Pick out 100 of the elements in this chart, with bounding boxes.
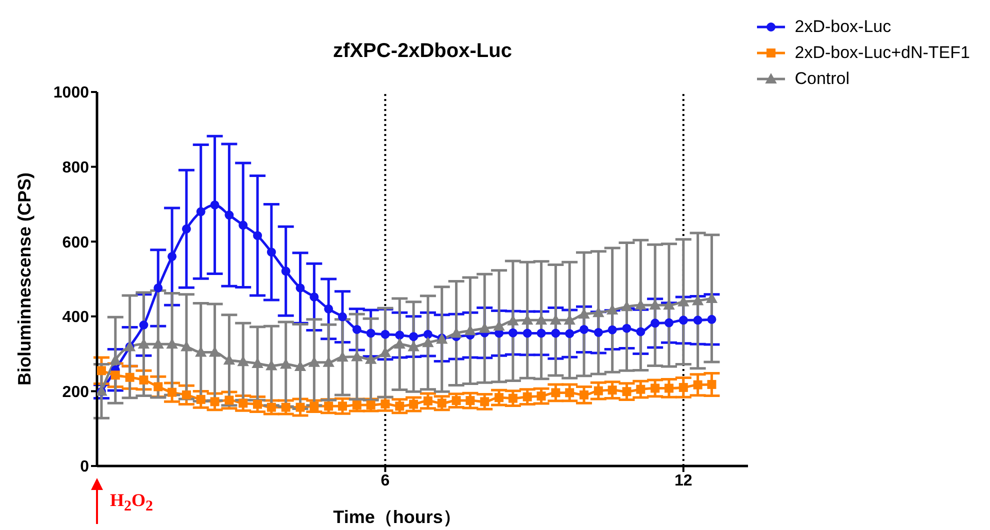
y-tick-label: 600 <box>62 234 90 252</box>
point <box>551 328 560 338</box>
point <box>592 307 604 318</box>
point <box>678 296 689 306</box>
point <box>650 300 661 310</box>
y-tick-label: 200 <box>62 384 90 401</box>
point <box>650 384 660 393</box>
point <box>580 390 589 400</box>
point <box>394 338 406 349</box>
point <box>678 382 688 392</box>
point <box>224 396 234 405</box>
point <box>466 396 475 406</box>
point <box>508 394 518 403</box>
point <box>125 372 134 382</box>
point <box>139 375 148 384</box>
point <box>238 356 249 366</box>
point <box>280 358 292 369</box>
point <box>166 338 178 349</box>
point <box>281 266 290 276</box>
x-tick-label: 12 <box>674 472 692 490</box>
point <box>450 328 462 338</box>
point <box>536 328 546 338</box>
point <box>168 252 177 262</box>
point <box>210 200 220 210</box>
point <box>180 341 192 352</box>
point <box>693 316 702 325</box>
legend-label: Control <box>794 69 850 89</box>
point <box>252 358 264 368</box>
point <box>238 220 248 230</box>
point <box>110 354 121 365</box>
point <box>693 380 702 390</box>
point <box>551 388 560 398</box>
point <box>522 392 532 402</box>
point <box>97 366 106 376</box>
point <box>408 341 420 352</box>
y-axis-title: Bioluminnescense (CPS) <box>14 172 36 386</box>
point <box>182 224 191 234</box>
point <box>338 402 347 411</box>
point <box>352 324 362 334</box>
point <box>608 386 617 395</box>
point <box>182 390 191 400</box>
point <box>336 352 348 362</box>
x-tick-label: 6 <box>380 472 390 490</box>
y-tick-label: 0 <box>80 458 90 476</box>
point <box>323 356 334 367</box>
point <box>308 356 320 367</box>
point <box>578 308 590 319</box>
point <box>580 324 589 334</box>
point <box>310 402 319 411</box>
point <box>464 325 476 336</box>
point <box>380 330 390 339</box>
point <box>664 318 674 328</box>
point <box>266 402 276 412</box>
point <box>266 248 276 257</box>
point <box>423 396 432 406</box>
point <box>154 382 163 392</box>
point <box>550 314 562 325</box>
point <box>635 300 646 310</box>
point <box>409 332 418 342</box>
point <box>564 314 576 325</box>
point <box>338 312 347 322</box>
y-tick-label: 800 <box>62 159 90 176</box>
point <box>224 210 234 220</box>
point <box>692 295 704 306</box>
point <box>224 354 235 365</box>
point <box>365 354 376 364</box>
point <box>437 398 446 408</box>
point <box>366 400 376 410</box>
point <box>678 316 688 325</box>
point <box>663 300 674 310</box>
point <box>707 314 716 324</box>
legend-label: 2xD-box-Luc+dN-TEF1 <box>794 43 970 63</box>
point <box>395 402 404 411</box>
point <box>366 328 376 338</box>
point <box>139 320 148 330</box>
point <box>310 292 319 302</box>
point <box>324 304 334 314</box>
point <box>196 394 206 404</box>
text: H$_{2}$O$_{2}$ <box>110 490 154 516</box>
point <box>522 314 533 325</box>
point <box>608 325 617 334</box>
point <box>565 388 574 398</box>
point <box>606 304 618 315</box>
y-tick-label: 400 <box>62 309 90 326</box>
point <box>352 400 362 410</box>
point <box>152 338 164 349</box>
point <box>395 330 404 340</box>
point <box>594 386 603 396</box>
point <box>296 283 305 292</box>
point <box>294 361 306 372</box>
point <box>622 387 632 396</box>
point <box>522 328 532 338</box>
point <box>707 380 716 389</box>
point <box>479 322 490 333</box>
point <box>351 351 362 362</box>
point <box>636 384 646 394</box>
point <box>636 327 646 336</box>
point <box>168 388 177 397</box>
point <box>536 392 546 401</box>
point <box>210 397 220 406</box>
